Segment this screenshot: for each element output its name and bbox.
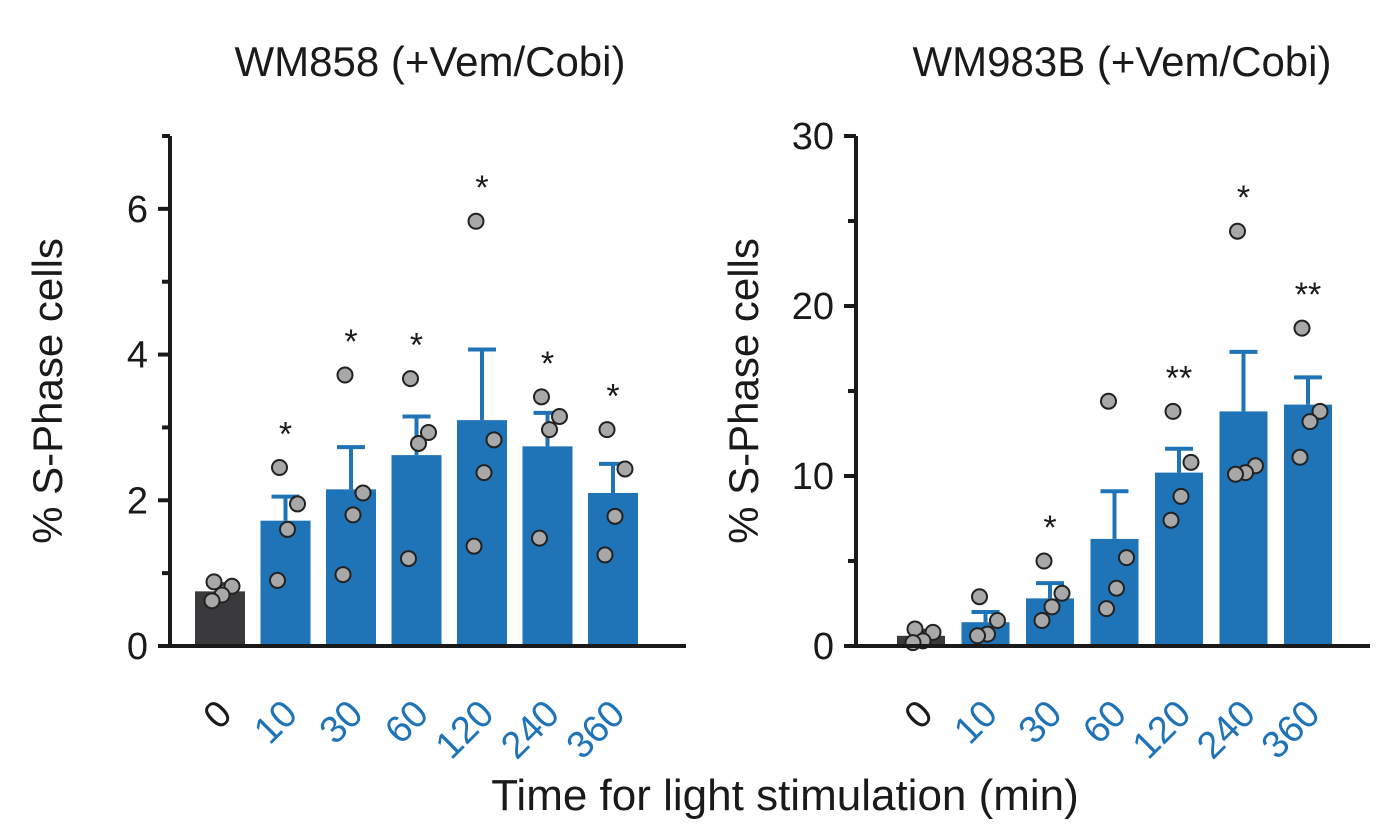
significance-marker: **	[1166, 359, 1192, 397]
x-tick-label: 10	[946, 693, 1006, 753]
x-tick-label: 0	[897, 693, 942, 738]
significance-marker: **	[1295, 276, 1321, 314]
data-point	[989, 612, 1006, 629]
data-point	[606, 507, 624, 525]
significance-marker: *	[279, 416, 292, 454]
x-tick-label: 30	[312, 693, 372, 753]
data-point	[467, 212, 485, 230]
data-point	[465, 537, 483, 555]
y-tick-label: 30	[792, 116, 834, 158]
data-point	[354, 484, 372, 502]
data-point	[1108, 579, 1125, 597]
bar-240	[522, 446, 573, 646]
data-point	[971, 588, 988, 606]
data-point	[334, 566, 352, 584]
significance-marker: *	[541, 345, 554, 383]
data-point	[1172, 487, 1190, 505]
data-point	[336, 366, 354, 384]
significance-marker: *	[1237, 179, 1250, 217]
x-tick-label: 30	[1011, 693, 1071, 753]
y-tick-label: 10	[792, 456, 834, 498]
y-tick-label: 6	[127, 189, 148, 231]
data-point	[1301, 413, 1319, 431]
data-point	[1043, 598, 1061, 616]
data-point	[1293, 319, 1311, 337]
x-tick-label: 10	[246, 693, 306, 753]
x-axis-label: Time for light stimulation (min)	[491, 771, 1079, 820]
y-tick-label: 4	[127, 335, 148, 377]
panel-wm858: WM858 (+Vem/Cobi) % S-Phase cells 0 * 10 * 30 *…	[24, 38, 686, 767]
x-tick-label: 120	[428, 693, 503, 768]
y-axis-label: % S-Phase cells	[720, 238, 767, 544]
data-point	[271, 459, 288, 476]
data-point	[531, 529, 548, 547]
data-point	[1118, 549, 1135, 567]
significance-marker: *	[606, 378, 619, 416]
bar-240	[1219, 411, 1268, 646]
data-point	[1033, 612, 1051, 629]
x-tick-label: 240	[493, 693, 568, 768]
data-point	[1164, 402, 1182, 420]
chart-title: WM983B (+Vem/Cobi)	[913, 38, 1332, 85]
data-point	[485, 431, 503, 449]
data-point	[410, 434, 427, 452]
data-point	[420, 424, 437, 442]
y-tick-label: 20	[792, 286, 834, 328]
bar-360	[1284, 404, 1332, 646]
significance-marker: *	[410, 327, 423, 365]
data-point	[1291, 448, 1309, 466]
data-point	[1182, 453, 1200, 471]
data-point	[616, 460, 634, 478]
x-tick-label: 60	[1075, 693, 1135, 753]
x-tick-label: 360	[559, 693, 634, 768]
bar-120	[457, 420, 507, 646]
y-axis-label: % S-Phase cells	[24, 238, 71, 544]
y-tick-label: 2	[127, 480, 148, 522]
data-point	[1100, 392, 1117, 410]
data-point	[402, 370, 419, 388]
x-tick-label: 360	[1254, 693, 1329, 768]
bar-60	[391, 455, 442, 646]
data-point	[289, 495, 306, 513]
significance-marker: *	[475, 169, 488, 207]
x-tick-label: 0	[196, 693, 241, 738]
data-point	[344, 506, 362, 524]
x-tick-label: 60	[377, 693, 437, 753]
data-point	[400, 550, 417, 568]
data-point	[541, 421, 558, 439]
data-point	[1227, 465, 1244, 483]
data-point	[269, 571, 286, 589]
data-point	[1098, 600, 1115, 618]
data-point	[279, 520, 296, 538]
data-point	[205, 573, 223, 591]
data-point	[533, 388, 550, 406]
significance-marker: *	[344, 323, 357, 361]
data-point	[596, 546, 614, 564]
y-tick-label: 0	[127, 626, 148, 668]
x-tick-label: 240	[1189, 693, 1264, 768]
data-point	[969, 627, 986, 645]
data-point	[551, 408, 568, 425]
data-point	[203, 592, 221, 610]
bar-10	[260, 520, 311, 646]
significance-marker: *	[1043, 509, 1056, 547]
chart-title: WM858 (+Vem/Cobi)	[235, 38, 626, 85]
data-point	[1229, 222, 1246, 240]
data-point	[1311, 402, 1329, 420]
data-point	[598, 421, 616, 439]
data-point	[1053, 584, 1071, 602]
y-tick-label: 0	[813, 626, 834, 668]
data-point	[1162, 511, 1180, 529]
x-tick-label: 120	[1125, 693, 1200, 768]
data-point	[1035, 552, 1053, 570]
data-point	[475, 464, 493, 482]
